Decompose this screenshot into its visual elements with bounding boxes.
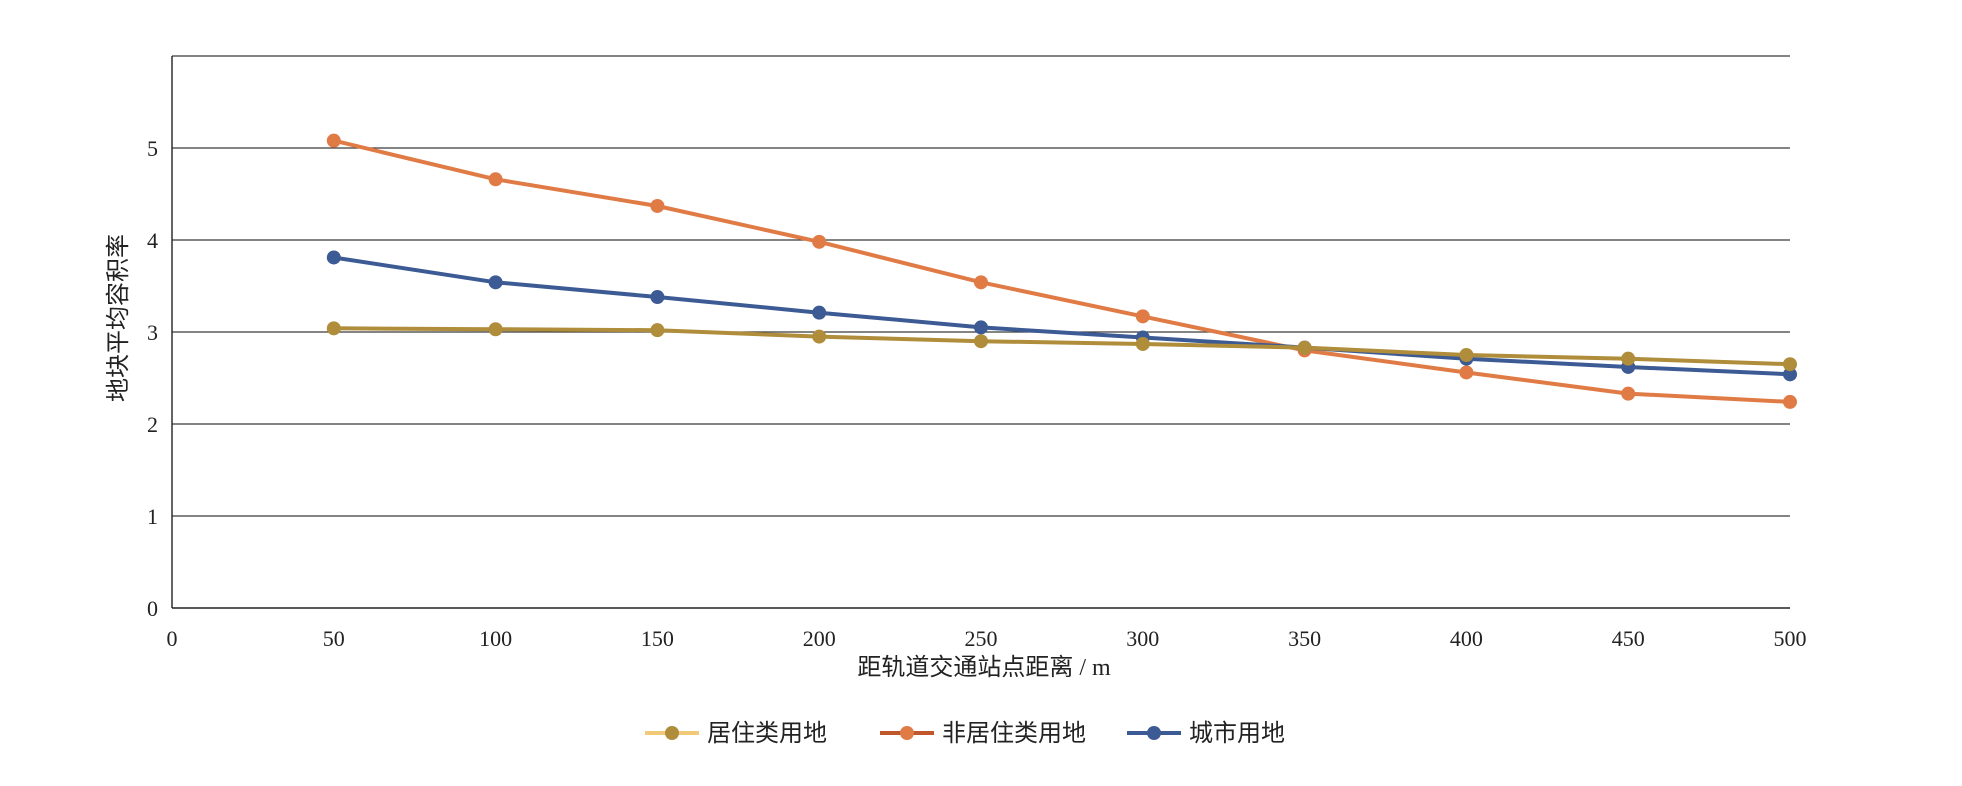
data-point [650,290,665,305]
legend: 居住类用地 非居住类用地 城市用地 [645,720,1285,747]
x-tick-label: 300 [1126,626,1159,651]
data-point [1783,357,1797,372]
data-point [1621,386,1636,401]
x-tick-label: 400 [1450,626,1483,651]
x-tick-label: 50 [323,626,345,651]
data-point [974,275,988,290]
y-axis-title: 地块平均容积率 [105,234,132,402]
data-point [1297,340,1312,355]
y-tick-label: 3 [147,320,158,345]
data-point [1135,309,1150,324]
legend-label: 城市用地 [1189,720,1285,747]
data-point [812,329,827,344]
legend-item: 非居住类用地 [880,720,1086,747]
legend-marker [900,726,914,740]
legend-item: 居住类用地 [645,720,827,747]
data-point [974,334,988,349]
x-tick-label: 500 [1774,626,1807,651]
y-tick-label: 5 [147,136,158,161]
data-point [326,321,341,336]
data-point [1135,336,1150,351]
x-axis-title: 距轨道交通站点距离 / m [857,654,1111,681]
data-point [488,172,503,187]
data-point [1621,351,1636,366]
data-point [326,250,341,265]
x-tick-label: 450 [1612,626,1645,651]
x-tick-label: 100 [479,626,512,651]
data-point [650,323,665,338]
y-tick-label: 4 [147,228,158,253]
data-point [974,320,988,335]
data-point [1459,365,1474,380]
legend-label: 非居住类用地 [942,720,1086,747]
x-tick-label: 250 [965,626,998,651]
legend-marker [665,726,679,740]
series-lines [326,133,1797,409]
y-tick-label: 0 [147,596,158,621]
y-tick-label: 2 [147,412,158,437]
series-2 [326,133,1797,409]
y-tick-label: 1 [147,504,158,529]
x-tick-label: 200 [803,626,836,651]
data-point [650,198,665,213]
series-line [331,255,1792,377]
data-point [1783,394,1797,409]
data-point [326,133,341,148]
x-tick-label: 0 [167,626,178,651]
series-3 [326,250,1797,382]
axes [171,56,1790,609]
legend-item: 城市用地 [1127,720,1285,747]
data-point [1783,367,1797,382]
legend-label: 居住类用地 [707,720,827,747]
legend-marker [1147,726,1161,740]
data-point [488,322,503,337]
data-point [488,275,503,290]
series-line [331,326,1792,367]
x-tick-label: 350 [1288,626,1321,651]
series-line [331,138,1792,404]
data-point [812,305,827,320]
data-point [1459,348,1474,362]
data-point [812,234,827,249]
series-1 [326,321,1797,372]
x-tick-label: 150 [641,626,674,651]
